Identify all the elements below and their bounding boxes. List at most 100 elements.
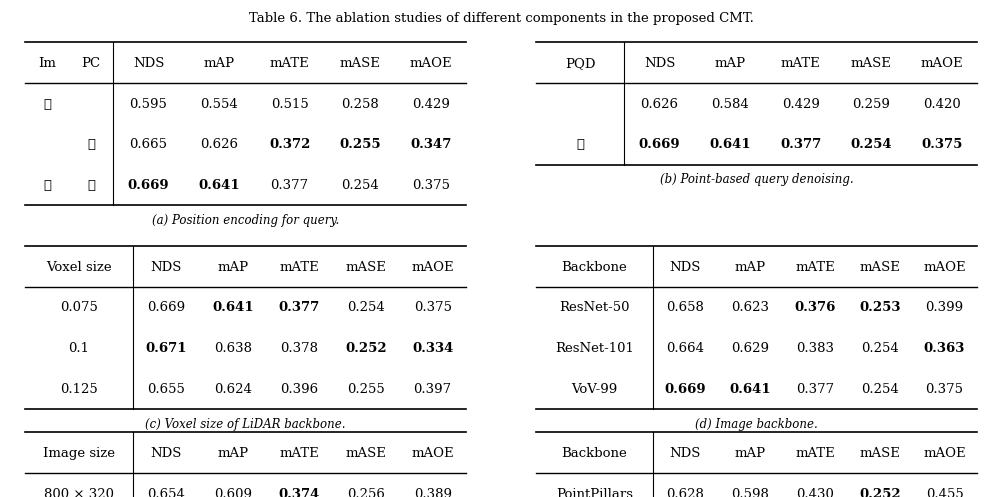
Text: 0.626: 0.626	[640, 98, 678, 111]
Text: mAP: mAP	[714, 57, 745, 70]
Text: 0.377: 0.377	[279, 302, 320, 315]
Text: mATE: mATE	[795, 447, 835, 460]
Text: Im: Im	[38, 57, 56, 70]
Text: NDS: NDS	[150, 261, 182, 274]
Text: 0.595: 0.595	[129, 98, 167, 111]
Text: NDS: NDS	[644, 57, 675, 70]
Text: Voxel size: Voxel size	[46, 261, 112, 274]
Text: ✓: ✓	[43, 179, 51, 192]
Text: 0.375: 0.375	[926, 383, 964, 396]
Text: 0.429: 0.429	[782, 98, 820, 111]
Text: 0.255: 0.255	[340, 139, 381, 152]
Text: mASE: mASE	[860, 261, 900, 274]
Text: 0.347: 0.347	[410, 139, 451, 152]
Text: 0.665: 0.665	[129, 139, 167, 152]
Text: 0.254: 0.254	[348, 302, 385, 315]
Text: (b) Point-based query denoising.: (b) Point-based query denoising.	[659, 173, 854, 186]
Text: 0.584: 0.584	[711, 98, 748, 111]
Text: mASE: mASE	[340, 57, 381, 70]
Text: 0.376: 0.376	[795, 302, 836, 315]
Text: mASE: mASE	[346, 261, 387, 274]
Text: 0.1: 0.1	[68, 342, 89, 355]
Text: 0.375: 0.375	[414, 302, 452, 315]
Text: 0.252: 0.252	[859, 488, 901, 497]
Text: Image size: Image size	[43, 447, 115, 460]
Text: 0.374: 0.374	[279, 488, 321, 497]
Text: mAP: mAP	[203, 57, 234, 70]
Text: NDS: NDS	[669, 261, 701, 274]
Text: Backbone: Backbone	[561, 447, 627, 460]
Text: 0.430: 0.430	[796, 488, 834, 497]
Text: 0.254: 0.254	[342, 179, 379, 192]
Text: 0.389: 0.389	[414, 488, 452, 497]
Text: PC: PC	[81, 57, 101, 70]
Text: mAOE: mAOE	[923, 447, 966, 460]
Text: 0.626: 0.626	[200, 139, 238, 152]
Text: 0.378: 0.378	[281, 342, 319, 355]
Text: 0.075: 0.075	[60, 302, 98, 315]
Text: 0.598: 0.598	[731, 488, 770, 497]
Text: 800 × 320: 800 × 320	[44, 488, 114, 497]
Text: mATE: mATE	[280, 447, 320, 460]
Text: 0.256: 0.256	[347, 488, 385, 497]
Text: 0.655: 0.655	[147, 383, 185, 396]
Text: 0.253: 0.253	[859, 302, 901, 315]
Text: mAP: mAP	[217, 447, 248, 460]
Text: 0.377: 0.377	[780, 139, 822, 152]
Text: ✓: ✓	[43, 98, 51, 111]
Text: Backbone: Backbone	[561, 261, 627, 274]
Text: 0.429: 0.429	[412, 98, 450, 111]
Text: mATE: mATE	[781, 57, 821, 70]
Text: ResNet-50: ResNet-50	[559, 302, 629, 315]
Text: (c) Voxel size of LiDAR backbone.: (c) Voxel size of LiDAR backbone.	[145, 418, 346, 431]
Text: 0.396: 0.396	[281, 383, 319, 396]
Text: 0.375: 0.375	[412, 179, 450, 192]
Text: (d) Image backbone.: (d) Image backbone.	[695, 418, 818, 431]
Text: 0.377: 0.377	[796, 383, 834, 396]
Text: 0.658: 0.658	[666, 302, 704, 315]
Text: 0.399: 0.399	[926, 302, 964, 315]
Text: mATE: mATE	[795, 261, 835, 274]
Text: mASE: mASE	[346, 447, 387, 460]
Text: 0.255: 0.255	[348, 383, 385, 396]
Text: ✓: ✓	[576, 139, 584, 152]
Text: 0.420: 0.420	[923, 98, 961, 111]
Text: 0.641: 0.641	[212, 302, 254, 315]
Text: 0.125: 0.125	[60, 383, 98, 396]
Text: 0.375: 0.375	[921, 139, 962, 152]
Text: mASE: mASE	[851, 57, 892, 70]
Text: 0.259: 0.259	[853, 98, 890, 111]
Text: 0.664: 0.664	[666, 342, 704, 355]
Text: 0.671: 0.671	[145, 342, 187, 355]
Text: 0.455: 0.455	[926, 488, 963, 497]
Text: VoV-99: VoV-99	[571, 383, 617, 396]
Text: 0.669: 0.669	[664, 383, 706, 396]
Text: 0.515: 0.515	[271, 98, 309, 111]
Text: 0.363: 0.363	[924, 342, 965, 355]
Text: 0.669: 0.669	[638, 139, 680, 152]
Text: Table 6. The ablation studies of different components in the proposed CMT.: Table 6. The ablation studies of differe…	[248, 12, 754, 25]
Text: PointPillars: PointPillars	[556, 488, 633, 497]
Text: 0.554: 0.554	[200, 98, 237, 111]
Text: 0.641: 0.641	[709, 139, 750, 152]
Text: NDS: NDS	[133, 57, 164, 70]
Text: mAP: mAP	[217, 261, 248, 274]
Text: ✓: ✓	[87, 139, 95, 152]
Text: ✓: ✓	[87, 179, 95, 192]
Text: 0.609: 0.609	[213, 488, 252, 497]
Text: 0.258: 0.258	[342, 98, 379, 111]
Text: mAOE: mAOE	[923, 261, 966, 274]
Text: mAOE: mAOE	[921, 57, 963, 70]
Text: 0.254: 0.254	[861, 342, 899, 355]
Text: 0.377: 0.377	[271, 179, 309, 192]
Text: mAP: mAP	[734, 261, 766, 274]
Text: 0.669: 0.669	[127, 179, 169, 192]
Text: mATE: mATE	[270, 57, 310, 70]
Text: 0.628: 0.628	[666, 488, 704, 497]
Text: mAOE: mAOE	[412, 447, 454, 460]
Text: 0.254: 0.254	[861, 383, 899, 396]
Text: 0.252: 0.252	[346, 342, 387, 355]
Text: 0.383: 0.383	[796, 342, 834, 355]
Text: mATE: mATE	[280, 261, 320, 274]
Text: 0.254: 0.254	[851, 139, 892, 152]
